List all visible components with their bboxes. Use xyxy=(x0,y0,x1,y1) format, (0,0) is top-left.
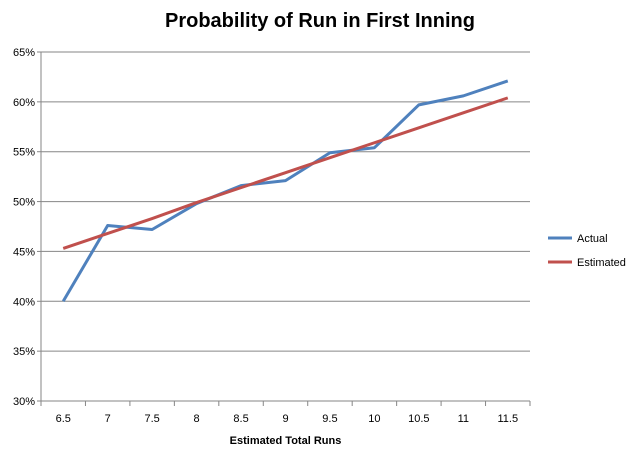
x-tick-label: 7 xyxy=(105,413,111,425)
series-line-estimated xyxy=(62,96,509,250)
y-tick-label: 35% xyxy=(13,346,35,358)
chart-title: Probability of Run in First Inning xyxy=(165,10,475,32)
x-tick-label: 9 xyxy=(282,413,288,425)
x-tick-label: 8.5 xyxy=(233,413,248,425)
x-tick-label: 8 xyxy=(194,413,200,425)
y-tick-label: 65% xyxy=(13,47,35,59)
y-tick-label: 60% xyxy=(13,97,35,109)
x-tick-label: 7.5 xyxy=(144,413,159,425)
y-tick-label: 55% xyxy=(13,147,35,159)
x-tick-label: 11.5 xyxy=(497,413,518,425)
y-tick-label: 50% xyxy=(13,197,35,209)
x-tick-label: 11 xyxy=(458,413,469,425)
x-axis-title: Estimated Total Runs xyxy=(230,435,342,447)
legend-label: Actual xyxy=(577,233,608,245)
x-tick-label: 10.5 xyxy=(408,413,429,425)
legend-label: Estimated xyxy=(577,257,626,269)
y-tick-label: 30% xyxy=(13,396,35,408)
y-tick-label: 40% xyxy=(13,296,35,308)
x-tick-label: 9.5 xyxy=(322,413,337,425)
x-tick-label: 10 xyxy=(368,413,380,425)
series-line-actual xyxy=(61,79,509,303)
y-tick-label: 45% xyxy=(13,246,35,258)
x-tick-label: 6.5 xyxy=(56,413,71,425)
